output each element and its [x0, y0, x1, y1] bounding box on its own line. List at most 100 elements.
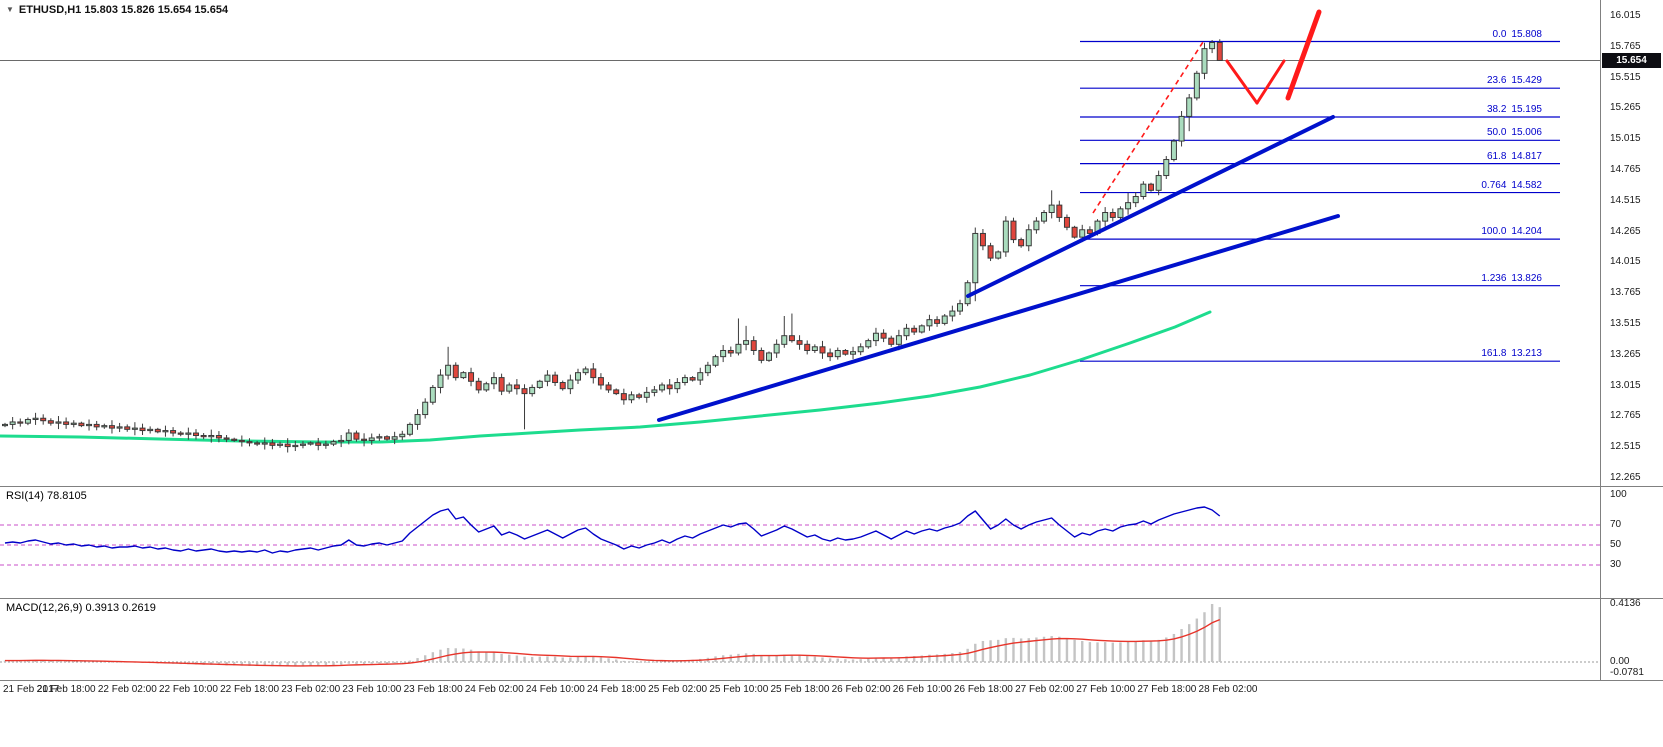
macd-axis-label: 0.4136 — [1610, 598, 1641, 609]
macd-histogram-bar — [912, 656, 916, 662]
macd-histogram-bar — [576, 656, 580, 662]
macd-histogram-bar — [87, 661, 91, 662]
macd-histogram-bar — [569, 657, 572, 662]
time-axis-label: 25 Feb 10:00 — [709, 684, 769, 695]
macd-histogram-bar — [966, 648, 969, 662]
candlestick-body — [78, 422, 85, 427]
macd-histogram-bar — [668, 661, 671, 662]
macd-histogram-bar — [1103, 642, 1107, 662]
price-axis-label: 13.015 — [1610, 379, 1641, 391]
macd-histogram-bar — [874, 657, 878, 662]
time-axis-label: 28 Feb 02:00 — [1198, 684, 1258, 695]
macd-histogram-bar — [424, 655, 427, 662]
macd-histogram-bar — [553, 656, 557, 662]
projection-dashed-line[interactable] — [1092, 41, 1204, 214]
candlestick-body — [513, 384, 520, 390]
macd-histogram-bar — [1058, 636, 1061, 662]
macd-histogram-bar — [920, 655, 923, 662]
macd-histogram-bar — [3, 660, 7, 662]
projection-arrow[interactable] — [1225, 59, 1259, 105]
macd-histogram-bar — [1027, 638, 1030, 662]
candlestick-body — [1071, 226, 1078, 238]
candlestick-body — [995, 251, 1002, 259]
candlestick-body — [246, 441, 253, 444]
macd-histogram-bar — [836, 658, 839, 662]
macd-histogram-bar — [439, 649, 442, 662]
time-axis-label: 24 Feb 10:00 — [525, 684, 585, 695]
candlestick-body — [972, 232, 979, 284]
macd-histogram-bar — [645, 662, 648, 663]
macd-histogram-bar — [248, 662, 251, 666]
candlestick-body — [475, 380, 482, 391]
fib-level-label: 161.8 13.213 — [1481, 348, 1542, 360]
macd-histogram-bar — [362, 662, 366, 665]
macd-histogram-bar — [1096, 642, 1099, 662]
macd-histogram-bar — [278, 662, 282, 667]
candlestick-body — [1025, 229, 1032, 247]
rsi-axis-label: 50 — [1610, 539, 1622, 550]
candlestick-body — [697, 372, 704, 381]
projection-arrow[interactable] — [1255, 59, 1286, 105]
candlestick-body — [552, 374, 559, 384]
candlestick-body — [86, 423, 93, 427]
candlestick-body — [575, 372, 581, 381]
candlestick-body — [1117, 208, 1124, 218]
candlestick-body — [17, 421, 24, 424]
macd-axis-label: -0.0781 — [1610, 666, 1644, 678]
macd-histogram-bar — [508, 654, 511, 662]
macd-histogram-bar — [301, 662, 305, 666]
candlestick-body — [582, 368, 589, 374]
candlestick-body — [1063, 216, 1070, 228]
candlestick-body — [1201, 48, 1208, 74]
macd-histogram-bar — [767, 655, 771, 662]
macd-histogram-bar — [103, 661, 106, 663]
candlestick-body — [1132, 195, 1139, 204]
macd-histogram-bar — [653, 662, 656, 663]
candlestick-body — [307, 442, 314, 445]
macd-histogram-bar — [828, 658, 832, 662]
chart-title: ▼ ETHUSD,H1 15.803 15.826 15.654 15.654 — [6, 4, 228, 16]
candlestick-body — [773, 343, 780, 354]
macd-histogram-bar — [943, 653, 946, 662]
candlestick-body — [857, 346, 864, 353]
macd-histogram-bar — [821, 657, 824, 662]
time-axis-label: 26 Feb 02:00 — [831, 684, 891, 695]
macd-histogram-bar — [500, 653, 503, 662]
trend-line[interactable] — [657, 214, 1340, 422]
time-axis-label: 23 Feb 10:00 — [342, 684, 402, 695]
time-axis-label: 25 Feb 02:00 — [648, 684, 708, 695]
macd-histogram-bar — [217, 662, 221, 666]
macd-histogram-bar — [1119, 642, 1122, 662]
trend-line[interactable] — [966, 115, 1335, 298]
candlestick-body — [620, 393, 627, 401]
price-axis-label: 12.765 — [1610, 410, 1641, 422]
fib-level-label: 50.0 15.006 — [1486, 127, 1542, 139]
macd-histogram-bar — [370, 662, 373, 664]
fib-level-label: 1.236 13.826 — [1481, 272, 1542, 284]
candlestick-body — [391, 436, 398, 440]
candlestick-body — [139, 427, 146, 432]
macd-histogram-bar — [859, 659, 862, 662]
chart-title-text: ETHUSD,H1 15.803 15.826 15.654 15.654 — [18, 4, 229, 16]
macd-histogram-bar — [72, 661, 75, 662]
candlestick-body — [170, 430, 177, 434]
candlestick-body — [689, 377, 696, 381]
candlestick-body — [628, 394, 635, 401]
macd-histogram-bar — [813, 656, 817, 662]
macd-histogram-bar — [1203, 612, 1206, 662]
fib-level-label: 61.8 14.817 — [1486, 150, 1542, 162]
time-axis-label: 23 Feb 18:00 — [403, 684, 463, 695]
candlestick-body — [781, 335, 788, 345]
macd-histogram-bar — [1195, 618, 1199, 662]
candlestick-body — [1178, 115, 1185, 142]
macd-histogram-bar — [431, 652, 435, 662]
macd-histogram-bar — [637, 662, 641, 663]
fib-level-label: 23.6 15.429 — [1486, 75, 1542, 87]
candlestick-body — [483, 383, 490, 391]
chart-menu-icon[interactable]: ▼ — [6, 5, 14, 14]
candlestick-body — [712, 356, 719, 366]
candlestick-body — [177, 432, 184, 435]
projection-arrow[interactable] — [1285, 9, 1322, 101]
candlestick-body — [1041, 212, 1048, 222]
